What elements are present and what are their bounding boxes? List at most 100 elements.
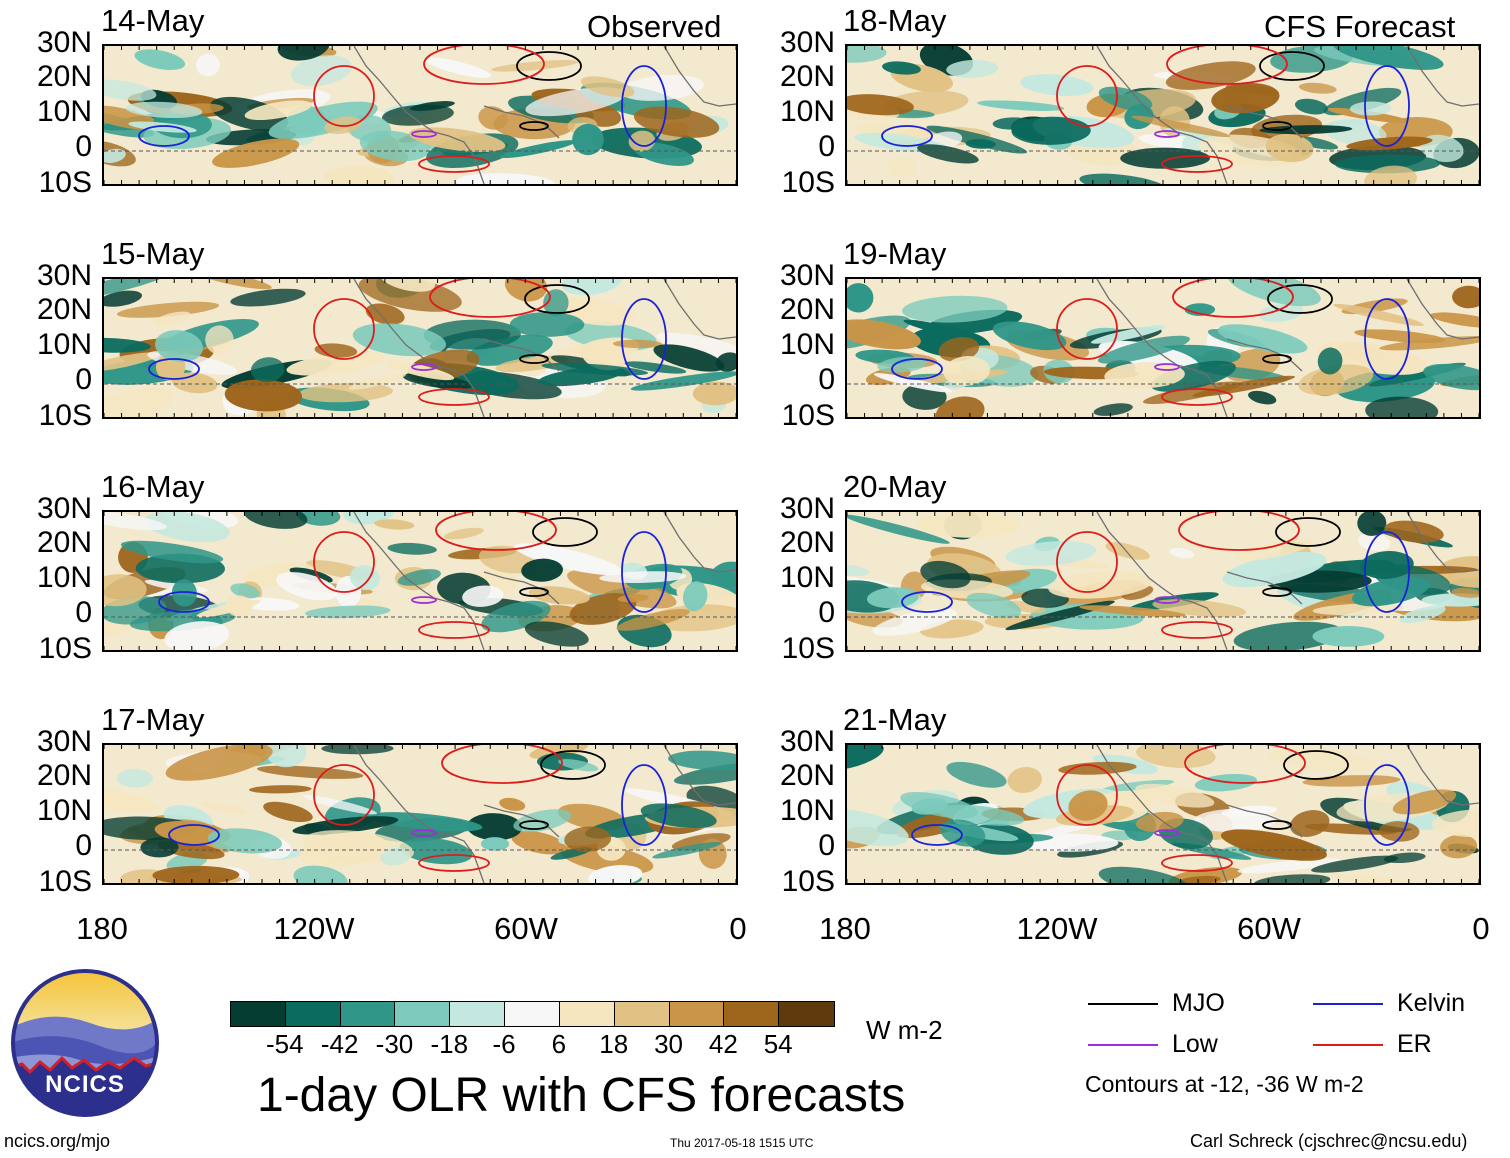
- lon-label: 60W: [494, 911, 558, 946]
- colorbar-label: 18: [599, 1029, 629, 1059]
- colorbar-swatch: [231, 1002, 286, 1026]
- kelvin-contour: [911, 824, 963, 846]
- kelvin-contour: [1364, 531, 1410, 613]
- colorbar-units: W m-2: [866, 1015, 943, 1045]
- mjo-contour: [1262, 354, 1292, 364]
- lat-label: 0: [818, 829, 835, 862]
- low-contour: [1154, 363, 1180, 371]
- lat-label: 10N: [36, 794, 92, 827]
- kelvin-contour: [148, 358, 200, 380]
- er-contour: [429, 279, 551, 318]
- legend-low: Low: [1088, 1030, 1218, 1059]
- lat-label: 30N: [779, 26, 835, 59]
- lon-label: 0: [1472, 911, 1490, 946]
- colorbar-swatch: [450, 1002, 506, 1026]
- legend-er-label: ER: [1397, 1030, 1432, 1058]
- lat-label: 10S: [38, 632, 92, 665]
- kelvin-contour: [138, 125, 190, 147]
- lon-label: 120W: [1016, 911, 1098, 946]
- colorbar-swatch: [505, 1002, 560, 1026]
- er-contour: [418, 621, 490, 639]
- colorbar-label: -54: [266, 1029, 304, 1059]
- panel-date-17-may: 17-May: [101, 702, 205, 737]
- mjo-contour: [519, 354, 549, 364]
- er-contour: [313, 298, 375, 360]
- kelvin-contour: [621, 298, 667, 380]
- colorbar-swatch: [395, 1002, 451, 1026]
- kelvin-contour: [168, 824, 220, 846]
- kelvin-contour: [901, 591, 953, 613]
- lat-label: 0: [75, 130, 92, 163]
- er-contour: [1056, 298, 1118, 360]
- mjo-contour: [516, 51, 582, 81]
- legend-kelvin: Kelvin: [1313, 989, 1465, 1018]
- low-contour: [411, 363, 437, 371]
- colorbar-label: -6: [492, 1029, 516, 1059]
- mjo-contour: [519, 820, 549, 830]
- colorbar-swatch: [779, 1002, 834, 1026]
- olr-map-18-may: [845, 44, 1481, 186]
- legend-mjo: MJO: [1088, 989, 1225, 1018]
- er-contour: [1056, 531, 1118, 593]
- lat-label: 10S: [38, 865, 92, 898]
- er-contour: [423, 46, 545, 85]
- kelvin-contour: [621, 531, 667, 613]
- kelvin-contour: [891, 358, 943, 380]
- kelvin-contour: [881, 125, 933, 147]
- panel-date-20-may: 20-May: [843, 469, 947, 504]
- mjo-contour: [1275, 517, 1341, 547]
- mjo-contour: [1262, 121, 1292, 131]
- panel-date-16-may: 16-May: [101, 469, 205, 504]
- lat-label: 10N: [779, 561, 835, 594]
- lat-label: 20N: [779, 759, 835, 792]
- lat-label: 20N: [36, 293, 92, 326]
- footer-timestamp: Thu 2017-05-18 1515 UTC: [670, 1136, 814, 1150]
- er-contour: [1056, 764, 1118, 826]
- forecast-label: CFS Forecast: [1264, 9, 1456, 44]
- legend-kelvin-line: [1313, 1002, 1383, 1005]
- olr-map-16-may: [102, 510, 738, 652]
- lat-label: 10N: [779, 95, 835, 128]
- lat-label: 20N: [779, 60, 835, 93]
- colorbar-swatch: [559, 1002, 615, 1026]
- lat-label: 20N: [36, 759, 92, 792]
- olr-map-15-may: [102, 277, 738, 419]
- panel-date-15-may: 15-May: [101, 236, 205, 271]
- olr-map-21-may: [845, 743, 1481, 885]
- er-contour: [1184, 745, 1306, 784]
- mjo-contour: [540, 750, 606, 780]
- low-contour: [1154, 829, 1180, 837]
- low-contour: [411, 596, 437, 604]
- low-contour: [1154, 596, 1180, 604]
- lat-label: 30N: [36, 725, 92, 758]
- footer-author: Carl Schreck (cjschrec@ncsu.edu): [1190, 1131, 1468, 1151]
- lat-label: 10N: [36, 561, 92, 594]
- kelvin-contour: [1364, 764, 1410, 846]
- er-contour: [1178, 512, 1300, 551]
- lat-label: 20N: [779, 526, 835, 559]
- olr-map-17-may: [102, 743, 738, 885]
- lon-label: 180: [76, 911, 128, 946]
- logo-text: NCICS: [45, 1071, 125, 1098]
- lat-label: 20N: [779, 293, 835, 326]
- lat-label: 10S: [38, 399, 92, 432]
- colorbar-swatch: [614, 1002, 670, 1026]
- er-contour: [441, 745, 563, 784]
- lat-label: 10S: [38, 166, 92, 199]
- er-contour: [1166, 46, 1288, 85]
- lon-label: 120W: [273, 911, 355, 946]
- lat-label: 10N: [779, 328, 835, 361]
- mjo-contour: [524, 284, 590, 314]
- olr-map-14-may: [102, 44, 738, 186]
- kelvin-contour: [158, 591, 210, 613]
- er-contour: [418, 854, 490, 872]
- lat-label: 30N: [779, 259, 835, 292]
- footer-url[interactable]: ncics.org/mjo: [4, 1131, 111, 1151]
- er-contour: [1161, 388, 1233, 406]
- er-contour: [435, 512, 557, 551]
- kelvin-contour: [1364, 298, 1410, 380]
- mjo-contour: [1262, 587, 1292, 597]
- lon-label: 180: [819, 911, 871, 946]
- mjo-contour: [519, 587, 549, 597]
- er-contour: [313, 65, 375, 127]
